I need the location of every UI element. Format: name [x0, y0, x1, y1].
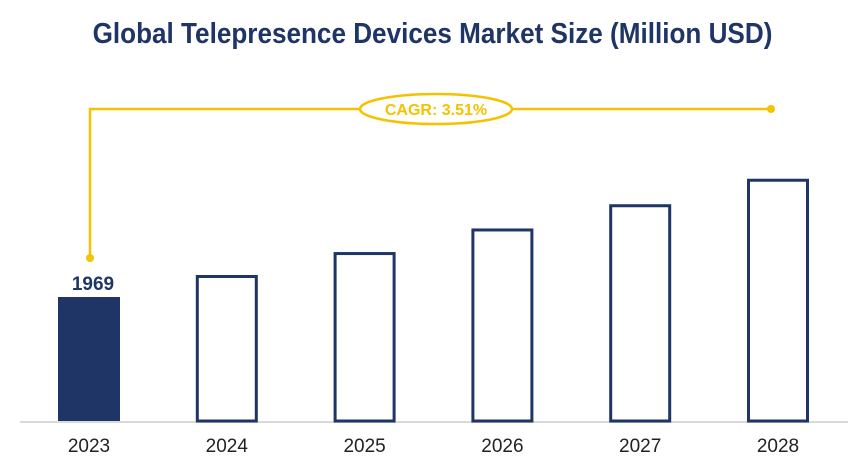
bar-2025 — [333, 252, 396, 423]
x-tick-label: 2028 — [757, 436, 799, 457]
bar-2027 — [609, 204, 672, 423]
bar-2023 — [58, 297, 120, 421]
cagr-annotation: CAGR: 3.51% — [86, 92, 775, 262]
cagr-start-dot — [86, 254, 94, 262]
cagr-end-dot — [767, 105, 775, 113]
cagr-label: CAGR: 3.51% — [385, 102, 487, 119]
x-tick-label: 2024 — [206, 436, 249, 457]
x-tick-label: 2027 — [619, 436, 661, 457]
cagr-connector — [88, 107, 771, 258]
x-tick-label: 2025 — [343, 436, 385, 457]
bar-2024 — [195, 275, 258, 423]
cagr-ellipse — [358, 92, 514, 126]
chart-title: Global Telepresence Devices Market Size … — [92, 18, 773, 50]
x-tick-label: 2023 — [68, 436, 110, 457]
bar-2026 — [471, 228, 534, 423]
data-label: 1969 — [72, 274, 114, 295]
x-tick-label: 2026 — [481, 436, 523, 457]
bar-2028 — [747, 178, 809, 423]
